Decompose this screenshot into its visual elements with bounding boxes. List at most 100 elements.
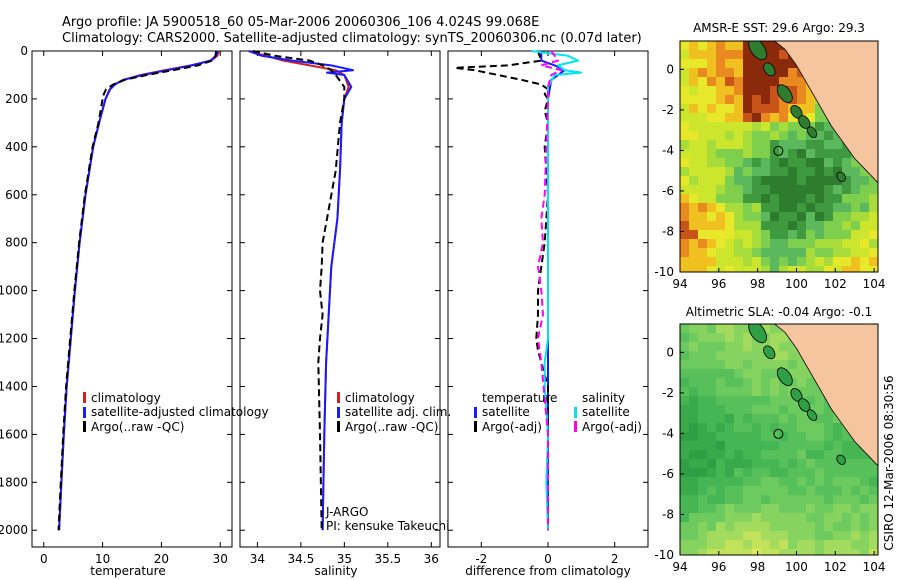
map-cell <box>725 477 734 486</box>
map-cell <box>716 324 725 333</box>
map-cell <box>806 531 815 540</box>
map-cell <box>743 387 752 396</box>
map-cell <box>743 248 752 257</box>
map-cell <box>680 95 689 104</box>
map-cell <box>815 131 824 140</box>
map-cell <box>761 459 770 468</box>
map-cell <box>770 486 779 495</box>
map-cell <box>779 122 788 131</box>
map-cell <box>788 194 797 203</box>
map-cell <box>752 360 761 369</box>
map-cell <box>770 396 779 405</box>
map-cell <box>680 122 689 131</box>
map-cell <box>707 176 716 185</box>
map-cell <box>851 221 860 230</box>
map-cell <box>752 167 761 176</box>
map-cell <box>743 360 752 369</box>
difference-legend: temperature salinity satellite Argo(-adj… <box>474 391 642 434</box>
map-cell <box>698 158 707 167</box>
map-cell <box>707 131 716 140</box>
map-cell <box>680 342 689 351</box>
map-cell <box>761 41 770 50</box>
map-cell <box>788 342 797 351</box>
map-cell <box>770 531 779 540</box>
map-cell <box>752 450 761 459</box>
map-cell <box>860 513 869 522</box>
map-cell <box>869 540 878 549</box>
map-cell <box>806 266 815 272</box>
map-cell <box>680 423 689 432</box>
map-cell <box>833 414 842 423</box>
map-cell <box>806 194 815 203</box>
map-cell <box>707 468 716 477</box>
map-cell <box>851 522 860 531</box>
header-title-line2: Climatology: CARS2000. Satellite-adjuste… <box>62 31 642 46</box>
map-cell <box>743 113 752 122</box>
map-cell <box>779 432 788 441</box>
map-cell <box>725 378 734 387</box>
map-cell <box>698 167 707 176</box>
map-cell <box>770 41 779 50</box>
map-cell <box>797 194 806 203</box>
map-cell <box>842 185 851 194</box>
map-cell <box>752 351 761 360</box>
map-cell <box>833 149 842 158</box>
map-cell <box>716 86 725 95</box>
map-cell <box>806 104 815 113</box>
map-cell <box>824 414 833 423</box>
map-cell <box>689 221 698 230</box>
map-cell <box>788 239 797 248</box>
map-cell <box>707 185 716 194</box>
map-cell <box>734 513 743 522</box>
map-cell <box>806 495 815 504</box>
map-cell <box>680 212 689 221</box>
island <box>806 409 818 422</box>
map-cell <box>743 68 752 77</box>
map-cell <box>680 194 689 203</box>
map-cell <box>779 185 788 194</box>
map-cell <box>851 185 860 194</box>
map-cell <box>725 212 734 221</box>
map-cell <box>689 131 698 140</box>
map-cell <box>680 140 689 149</box>
map-cell <box>761 441 770 450</box>
map-cell <box>680 486 689 495</box>
map-cell <box>806 441 815 450</box>
map-cell <box>761 369 770 378</box>
map-cell <box>833 158 842 167</box>
map-cell <box>761 77 770 86</box>
map-cell <box>797 468 806 477</box>
map-cell <box>743 59 752 68</box>
island <box>836 454 846 465</box>
map-cell <box>788 396 797 405</box>
map-cell <box>698 468 707 477</box>
map-cell <box>698 230 707 239</box>
map-cell <box>869 248 878 257</box>
x-tick-label: 100 <box>785 560 808 574</box>
map-cell <box>788 504 797 513</box>
map-cell <box>698 257 707 266</box>
island <box>836 171 846 182</box>
map-cell <box>815 486 824 495</box>
map-cell <box>797 158 806 167</box>
map-cell <box>716 50 725 59</box>
map-cell <box>797 378 806 387</box>
map-cell <box>770 176 779 185</box>
map-cell <box>743 396 752 405</box>
map-cell <box>698 423 707 432</box>
map-cell <box>842 522 851 531</box>
map-cell <box>689 104 698 113</box>
map-cell <box>725 77 734 86</box>
island <box>748 41 767 61</box>
map-cell <box>779 342 788 351</box>
x-tick-label: 35 <box>337 552 352 566</box>
map-cell <box>680 477 689 486</box>
map-cell <box>689 495 698 504</box>
map-cell <box>752 513 761 522</box>
map-cell <box>752 230 761 239</box>
map-cell <box>869 176 878 185</box>
map-cell <box>698 104 707 113</box>
map-cell <box>797 185 806 194</box>
salinity-axes <box>239 50 441 548</box>
map-cell <box>860 450 869 459</box>
